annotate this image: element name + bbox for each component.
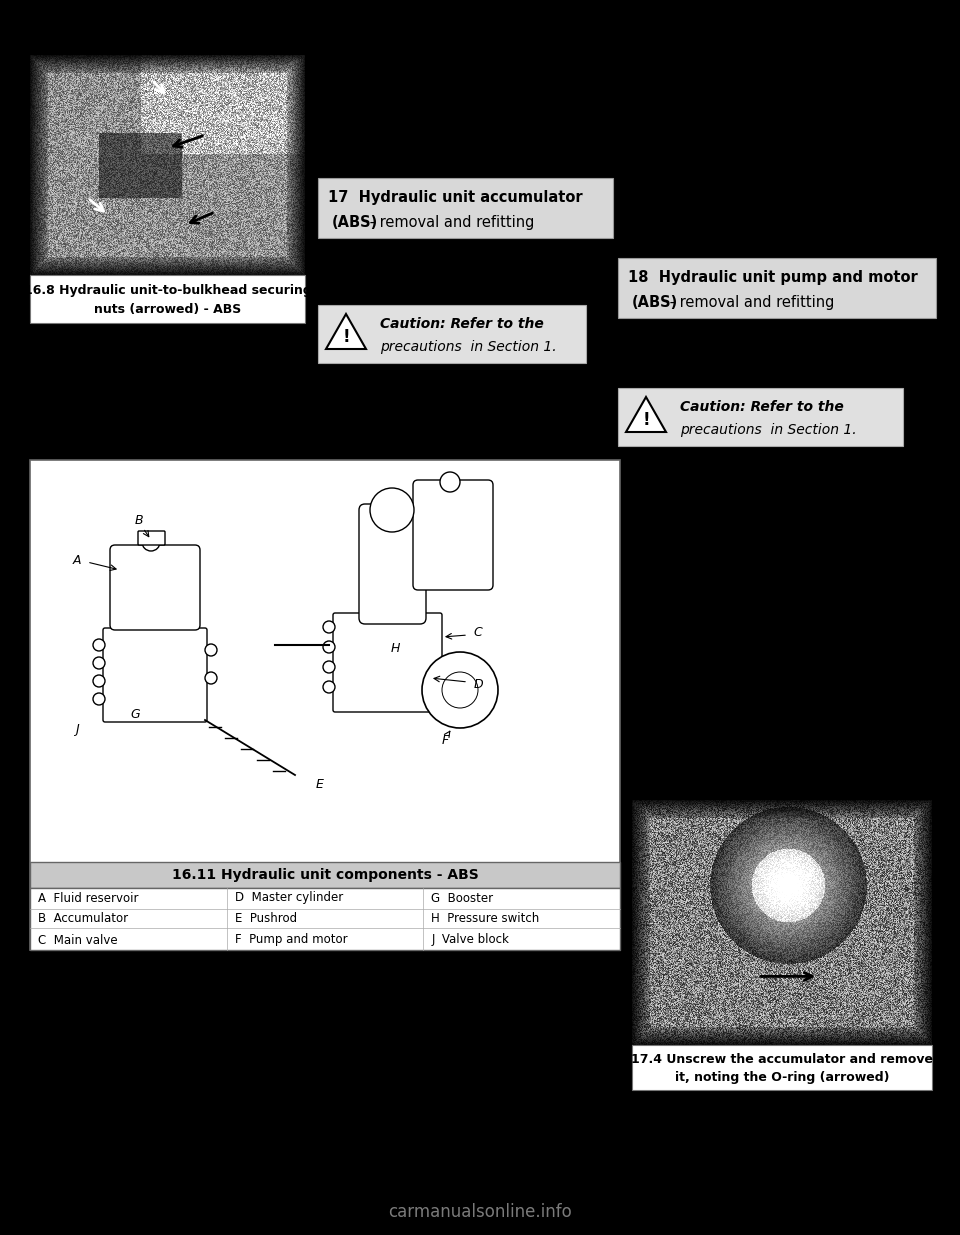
FancyBboxPatch shape [30, 459, 620, 950]
Text: nuts (arrowed) - ABS: nuts (arrowed) - ABS [94, 303, 241, 316]
Text: B: B [134, 514, 143, 526]
Text: C: C [473, 626, 482, 640]
Text: E  Pushrod: E Pushrod [234, 913, 297, 925]
Circle shape [440, 472, 460, 492]
Text: F  Pump and motor: F Pump and motor [234, 934, 348, 946]
Text: D  Master cylinder: D Master cylinder [234, 892, 343, 904]
Text: F: F [442, 734, 448, 746]
Text: precautions  in Section 1.: precautions in Section 1. [680, 424, 856, 437]
Text: 16.8 Hydraulic unit-to-bulkhead securing: 16.8 Hydraulic unit-to-bulkhead securing [24, 284, 311, 298]
Circle shape [370, 488, 414, 532]
Circle shape [93, 693, 105, 705]
Circle shape [323, 641, 335, 653]
Text: C  Main valve: C Main valve [38, 934, 118, 946]
Text: carmanualsonline.info: carmanualsonline.info [388, 1203, 572, 1221]
Circle shape [142, 534, 160, 551]
Circle shape [93, 638, 105, 651]
Circle shape [93, 657, 105, 669]
Text: A: A [73, 553, 82, 567]
FancyBboxPatch shape [30, 888, 620, 950]
Circle shape [205, 672, 217, 684]
Text: 16.11 Hydraulic unit components - ABS: 16.11 Hydraulic unit components - ABS [172, 868, 478, 882]
Text: E: E [316, 778, 324, 792]
Text: H  Pressure switch: H Pressure switch [431, 913, 540, 925]
FancyBboxPatch shape [359, 504, 426, 624]
FancyBboxPatch shape [318, 305, 586, 363]
FancyBboxPatch shape [632, 1045, 932, 1091]
Polygon shape [626, 396, 666, 432]
Text: 17  Hydraulic unit accumulator: 17 Hydraulic unit accumulator [328, 190, 583, 205]
Circle shape [323, 680, 335, 693]
Text: (ABS): (ABS) [332, 215, 378, 230]
FancyBboxPatch shape [138, 531, 165, 545]
Circle shape [205, 643, 217, 656]
FancyBboxPatch shape [110, 545, 200, 630]
Text: !: ! [642, 411, 650, 429]
FancyBboxPatch shape [30, 275, 305, 324]
Text: - removal and refitting: - removal and refitting [664, 295, 834, 310]
FancyBboxPatch shape [318, 178, 613, 238]
Text: !: ! [342, 329, 349, 346]
FancyBboxPatch shape [413, 480, 493, 590]
Text: J  Valve block: J Valve block [431, 934, 509, 946]
Text: 18  Hydraulic unit pump and motor: 18 Hydraulic unit pump and motor [628, 270, 918, 285]
FancyBboxPatch shape [618, 388, 903, 446]
Text: - removal and refitting: - removal and refitting [365, 215, 534, 230]
Text: D: D [473, 678, 483, 692]
Circle shape [93, 676, 105, 687]
Text: it, noting the O-ring (arrowed): it, noting the O-ring (arrowed) [675, 1071, 889, 1084]
Text: H: H [391, 641, 399, 655]
Text: G  Booster: G Booster [431, 892, 493, 904]
Text: Caution: Refer to the: Caution: Refer to the [680, 400, 844, 414]
Text: Caution: Refer to the: Caution: Refer to the [380, 317, 543, 331]
Text: J: J [75, 724, 79, 736]
Text: precautions  in Section 1.: precautions in Section 1. [380, 341, 557, 354]
Text: G: G [131, 709, 140, 721]
Circle shape [323, 661, 335, 673]
FancyBboxPatch shape [333, 613, 442, 713]
Polygon shape [326, 314, 366, 350]
FancyBboxPatch shape [30, 862, 620, 888]
Text: B  Accumulator: B Accumulator [38, 913, 128, 925]
Circle shape [442, 672, 478, 708]
Circle shape [323, 621, 335, 634]
Text: (ABS): (ABS) [632, 295, 679, 310]
Text: 17.4 Unscrew the accumulator and remove: 17.4 Unscrew the accumulator and remove [631, 1053, 933, 1066]
FancyBboxPatch shape [618, 258, 936, 317]
Text: A  Fluid reservoir: A Fluid reservoir [38, 892, 138, 904]
Circle shape [422, 652, 498, 727]
FancyBboxPatch shape [103, 629, 207, 722]
